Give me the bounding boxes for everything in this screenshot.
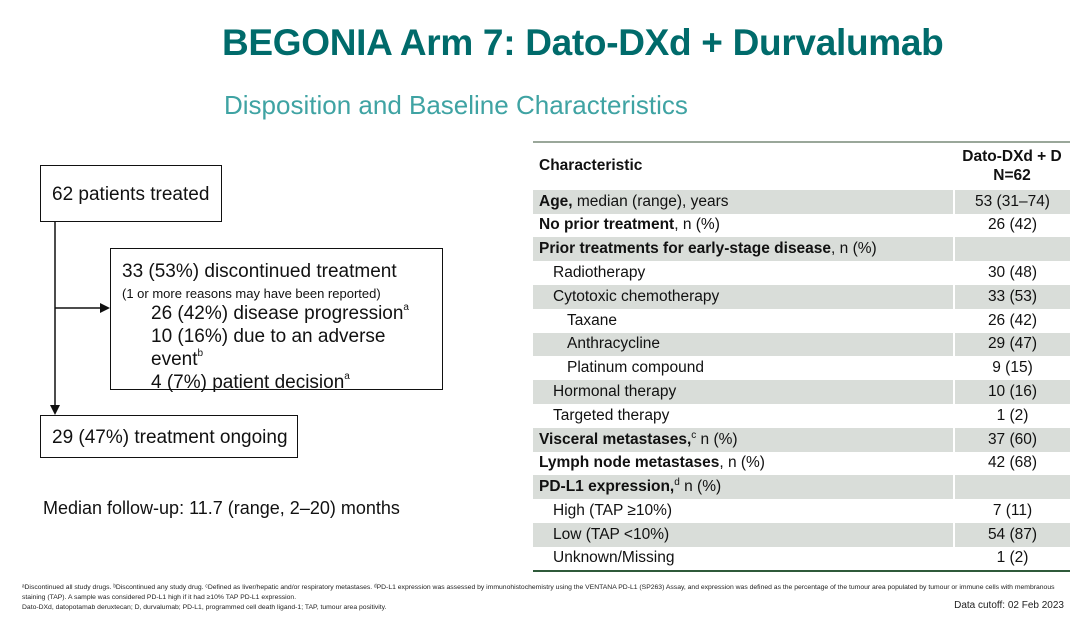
row-label: Cytotoxic chemotherapy bbox=[533, 284, 954, 309]
header-arm: Dato-DXd + D N=62 bbox=[954, 141, 1070, 190]
row-label: Prior treatments for early-stage disease… bbox=[533, 237, 954, 262]
header-characteristic: Characteristic bbox=[533, 141, 954, 190]
row-label: Lymph node metastases, n (%) bbox=[539, 454, 765, 472]
row-value: 9 (15) bbox=[953, 356, 1070, 381]
discontinued-box: 33 (53%) discontinued treatment (1 or mo… bbox=[110, 248, 443, 393]
row-value: 53 (31–74) bbox=[953, 189, 1070, 214]
table-row: No prior treatment, n (%) 26 (42) bbox=[533, 213, 1070, 238]
row-value: 42 (68) bbox=[953, 451, 1070, 476]
row-label: Taxane bbox=[567, 311, 617, 329]
table-row: Radiotherapy 30 (48) bbox=[533, 261, 1070, 285]
row-label: Unknown/Missing bbox=[533, 546, 954, 572]
flow-connectors bbox=[50, 222, 110, 415]
row-label: Radiotherapy bbox=[553, 264, 646, 282]
data-cutoff: Data cutoff: 02 Feb 2023 bbox=[954, 600, 1064, 611]
arrow-right-icon bbox=[100, 303, 110, 313]
table-row: Visceral metastases,c n (%) 37 (60) bbox=[533, 427, 1070, 452]
footnote-definitions: ᵃDiscontinued all study drugs. ᵇDisconti… bbox=[22, 584, 1055, 601]
followup-text: Median follow-up: 11.7 (range, 2–20) mon… bbox=[43, 498, 400, 518]
ongoing-box: 29 (47%) treatment ongoing bbox=[40, 415, 298, 458]
table-row: Unknown/Missing 1 (2) bbox=[533, 546, 1070, 572]
row-value: 30 (48) bbox=[953, 261, 1070, 285]
slide-subtitle: Disposition and Baseline Characteristics bbox=[224, 90, 688, 120]
table-row: Age, median (range), years 53 (31–74) bbox=[533, 189, 1070, 214]
reason-item: 26 (42%) disease progressiona bbox=[151, 302, 409, 325]
footnote-abbreviations: Dato-DXd, datopotamab deruxtecan; D, dur… bbox=[22, 603, 387, 611]
row-label: Anthracycline bbox=[533, 332, 954, 357]
table-row: PD-L1 expression,d n (%) bbox=[533, 475, 1070, 500]
discontinued-note: (1 or more reasons may have been reporte… bbox=[122, 285, 381, 301]
row-value bbox=[953, 237, 1070, 262]
treated-text: 62 patients treated bbox=[52, 184, 210, 205]
treated-box: 62 patients treated bbox=[40, 165, 222, 222]
table-row: Hormonal therapy 10 (16) bbox=[533, 380, 1070, 404]
reason-item: 10 (16%) due to an adverse eventb bbox=[151, 326, 386, 370]
footnotes: ᵃDiscontinued all study drugs. ᵇDisconti… bbox=[22, 583, 1072, 613]
row-value: 37 (60) bbox=[953, 427, 1070, 452]
table-header: Characteristic Dato-DXd + D N=62 bbox=[533, 141, 1070, 190]
table-row: Taxane 26 (42) bbox=[533, 308, 1070, 333]
table-row: Anthracycline 29 (47) bbox=[533, 332, 1070, 357]
row-value: 33 (53) bbox=[953, 284, 1070, 309]
table-row: Cytotoxic chemotherapy 33 (53) bbox=[533, 284, 1070, 309]
row-label: Age, median (range), years bbox=[533, 189, 954, 214]
row-value: 1 (2) bbox=[953, 403, 1070, 428]
row-label: Low (TAP <10%) bbox=[533, 522, 954, 547]
table-row: Prior treatments for early-stage disease… bbox=[533, 237, 1070, 262]
row-value: 1 (2) bbox=[953, 546, 1070, 572]
row-label: PD-L1 expression,d n (%) bbox=[533, 475, 954, 500]
table-row: Platinum compound 9 (15) bbox=[533, 356, 1070, 381]
row-label: No prior treatment, n (%) bbox=[539, 216, 720, 234]
row-value: 26 (42) bbox=[953, 213, 1070, 238]
baseline-table: Characteristic Dato-DXd + D N=62 Age, med… bbox=[533, 141, 1070, 572]
row-label: High (TAP ≥10%) bbox=[553, 502, 673, 519]
row-value: 7 (11) bbox=[953, 499, 1070, 523]
ongoing-text: 29 (47%) treatment ongoing bbox=[52, 427, 288, 448]
table-row: High (TAP ≥10%) 7 (11) bbox=[533, 499, 1070, 523]
table-row: Low (TAP <10%) 54 (87) bbox=[533, 522, 1070, 547]
arrow-down-icon bbox=[50, 405, 60, 415]
table-row: Targeted therapy 1 (2) bbox=[533, 403, 1070, 428]
reason-item: 4 (7%) patient decisiona bbox=[151, 370, 350, 393]
row-value: 10 (16) bbox=[953, 380, 1070, 404]
row-value: 29 (47) bbox=[953, 332, 1070, 357]
row-label: Visceral metastases,c n (%) bbox=[533, 427, 954, 452]
row-label: Hormonal therapy bbox=[533, 380, 954, 404]
row-value: 26 (42) bbox=[953, 308, 1070, 333]
discontinued-text: 33 (53%) discontinued treatment bbox=[122, 261, 397, 282]
row-value bbox=[953, 475, 1070, 500]
table-row: Lymph node metastases, n (%) 42 (68) bbox=[533, 451, 1070, 476]
row-label: Targeted therapy bbox=[553, 406, 670, 424]
row-label: Platinum compound bbox=[567, 359, 704, 377]
row-value: 54 (87) bbox=[953, 522, 1070, 547]
slide-title: BEGONIA Arm 7: Dato-DXd + Durvalumab bbox=[222, 22, 944, 63]
